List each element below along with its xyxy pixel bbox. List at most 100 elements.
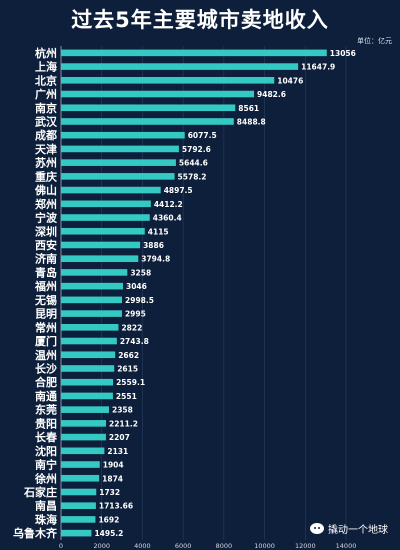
category-label-30: 南宁 bbox=[35, 458, 57, 472]
category-label-7: 天津 bbox=[35, 142, 57, 156]
bar-0 bbox=[61, 49, 327, 57]
category-label-4: 南京 bbox=[35, 101, 57, 115]
value-label-32: 1732 bbox=[99, 488, 120, 497]
bar-22 bbox=[61, 351, 116, 359]
bar-35 bbox=[61, 529, 92, 537]
value-label-12: 4360.4 bbox=[153, 214, 182, 223]
value-label-0: 13056 bbox=[330, 49, 356, 58]
category-label-23: 长沙 bbox=[35, 361, 57, 375]
bar-28 bbox=[61, 433, 106, 441]
bar-30 bbox=[61, 461, 100, 468]
value-label-7: 5792.6 bbox=[182, 145, 211, 154]
category-label-5: 武汉 bbox=[35, 114, 58, 128]
x-tick-label-7: 14000 bbox=[336, 542, 357, 550]
category-label-3: 广州 bbox=[35, 87, 57, 101]
value-label-15: 3794.8 bbox=[141, 255, 170, 264]
value-label-14: 3886 bbox=[143, 241, 164, 250]
bar-12 bbox=[61, 214, 150, 221]
bar-24 bbox=[61, 378, 114, 386]
bar-20 bbox=[61, 324, 119, 331]
value-label-17: 3046 bbox=[126, 282, 147, 291]
bar-27 bbox=[61, 420, 107, 427]
value-label-27: 2211.2 bbox=[109, 419, 138, 428]
bar-26 bbox=[61, 406, 110, 413]
x-tick-label-5: 10000 bbox=[254, 542, 275, 550]
category-label-14: 西安 bbox=[35, 238, 57, 252]
category-label-34: 珠海 bbox=[35, 512, 57, 526]
value-label-25: 2551 bbox=[116, 392, 137, 401]
bar-6 bbox=[61, 131, 185, 139]
value-label-34: 1692 bbox=[98, 515, 119, 524]
wechat-icon bbox=[310, 523, 324, 534]
category-label-0: 杭州 bbox=[35, 46, 57, 60]
value-label-19: 2995 bbox=[125, 310, 146, 319]
value-label-18: 2998.5 bbox=[125, 296, 154, 305]
bar-4 bbox=[61, 104, 236, 112]
bar-3 bbox=[61, 90, 255, 98]
category-label-17: 福州 bbox=[34, 279, 57, 293]
bar-21 bbox=[61, 337, 117, 345]
value-label-4: 8561 bbox=[238, 104, 259, 113]
bar-8 bbox=[61, 159, 176, 166]
category-label-31: 徐州 bbox=[34, 471, 57, 485]
category-label-6: 成都 bbox=[35, 128, 57, 142]
bar-32 bbox=[61, 488, 97, 496]
category-label-15: 济南 bbox=[35, 252, 57, 266]
value-label-2: 10476 bbox=[277, 76, 303, 85]
category-label-26: 东莞 bbox=[35, 403, 57, 417]
category-label-32: 石家庄 bbox=[23, 485, 57, 499]
value-label-13: 4115 bbox=[148, 227, 169, 236]
bar-18 bbox=[61, 296, 123, 304]
category-label-8: 苏州 bbox=[35, 156, 57, 170]
bar-1 bbox=[61, 63, 299, 70]
x-tick-label-1: 2000 bbox=[93, 542, 110, 550]
bar-15 bbox=[61, 255, 139, 262]
value-label-10: 4897.5 bbox=[164, 186, 193, 195]
x-tick-label-2: 4000 bbox=[134, 542, 151, 550]
x-tick-label-3: 6000 bbox=[175, 542, 192, 550]
bar-2 bbox=[61, 77, 275, 84]
bar-10 bbox=[61, 186, 161, 194]
value-label-16: 3258 bbox=[130, 268, 151, 277]
bar-23 bbox=[61, 365, 115, 372]
category-label-11: 郑州 bbox=[35, 197, 57, 211]
bar-13 bbox=[61, 227, 145, 235]
value-label-24: 2559.1 bbox=[116, 378, 145, 387]
x-tick-label-0: 0 bbox=[59, 542, 63, 550]
bar-5 bbox=[61, 118, 234, 125]
value-label-21: 2743.8 bbox=[120, 337, 149, 346]
bar-16 bbox=[61, 269, 128, 276]
value-label-26: 2358 bbox=[112, 406, 133, 415]
chart-title: 过去5年主要城市卖地收入 bbox=[71, 8, 329, 32]
category-label-20: 常州 bbox=[35, 320, 57, 334]
bar-14 bbox=[61, 241, 141, 249]
category-label-16: 青岛 bbox=[35, 265, 57, 279]
value-label-35: 1495.2 bbox=[94, 529, 123, 538]
value-label-28: 2207 bbox=[109, 433, 130, 442]
category-label-28: 长春 bbox=[35, 430, 58, 444]
watermark: 撬动一个地球 bbox=[310, 521, 388, 536]
category-label-24: 合肥 bbox=[35, 375, 57, 389]
value-label-23: 2615 bbox=[117, 364, 138, 373]
value-label-9: 5578.2 bbox=[178, 172, 207, 181]
category-label-27: 贵阳 bbox=[35, 416, 57, 430]
bar-11 bbox=[61, 200, 151, 208]
value-label-30: 1904 bbox=[103, 461, 124, 470]
category-label-9: 重庆 bbox=[35, 169, 57, 183]
value-label-1: 11647.9 bbox=[301, 63, 335, 72]
bar-34 bbox=[61, 516, 96, 523]
value-label-22: 2662 bbox=[118, 351, 139, 360]
category-label-29: 沈阳 bbox=[35, 444, 57, 458]
bar-25 bbox=[61, 392, 113, 400]
bar-7 bbox=[61, 145, 179, 153]
bar-17 bbox=[61, 282, 124, 290]
unit-label: 单位：亿元 bbox=[357, 37, 392, 45]
bar-9 bbox=[61, 173, 175, 180]
bar-31 bbox=[61, 474, 100, 482]
x-tick-label-6: 12000 bbox=[295, 542, 316, 550]
x-tick-label-4: 8000 bbox=[216, 542, 233, 550]
value-label-33: 1713.66 bbox=[99, 502, 133, 511]
category-label-25: 南通 bbox=[35, 389, 57, 403]
value-label-20: 2822 bbox=[121, 323, 142, 332]
